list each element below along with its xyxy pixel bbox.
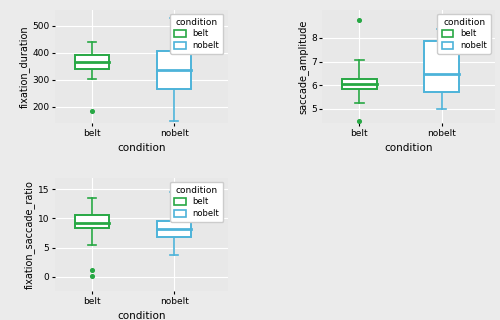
Bar [74,215,109,228]
Point [88,267,96,272]
Point [88,108,96,114]
X-axis label: condition: condition [117,143,166,153]
Bar [157,51,192,89]
Point [88,273,96,278]
Bar [74,55,109,69]
X-axis label: condition: condition [117,311,166,320]
Bar [342,79,376,89]
Bar [424,41,459,92]
Y-axis label: fixation_duration: fixation_duration [18,25,30,108]
Y-axis label: saccade_amplitude: saccade_amplitude [298,19,308,114]
X-axis label: condition: condition [384,143,433,153]
Point [356,118,364,123]
Y-axis label: fixation_saccade_ratio: fixation_saccade_ratio [24,180,35,289]
Legend: belt, nobelt: belt, nobelt [170,182,224,222]
Legend: belt, nobelt: belt, nobelt [170,14,224,54]
Bar [157,221,192,237]
Legend: belt, nobelt: belt, nobelt [438,14,491,54]
Point [88,126,96,131]
Point [356,18,364,23]
